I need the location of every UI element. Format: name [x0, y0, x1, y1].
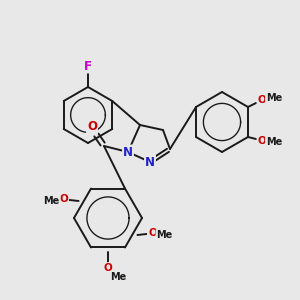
Text: O: O [148, 228, 157, 238]
Text: Me: Me [266, 93, 282, 103]
Text: Me: Me [156, 230, 172, 240]
Text: O: O [59, 194, 68, 204]
Text: O: O [87, 121, 97, 134]
Text: O: O [258, 95, 266, 105]
Text: O: O [103, 263, 112, 273]
Text: Me: Me [110, 272, 126, 282]
Text: N: N [145, 155, 155, 169]
Text: O: O [258, 136, 266, 146]
Text: F: F [84, 59, 92, 73]
Text: N: N [123, 146, 133, 158]
Text: Me: Me [266, 137, 282, 147]
Text: Me: Me [44, 196, 60, 206]
